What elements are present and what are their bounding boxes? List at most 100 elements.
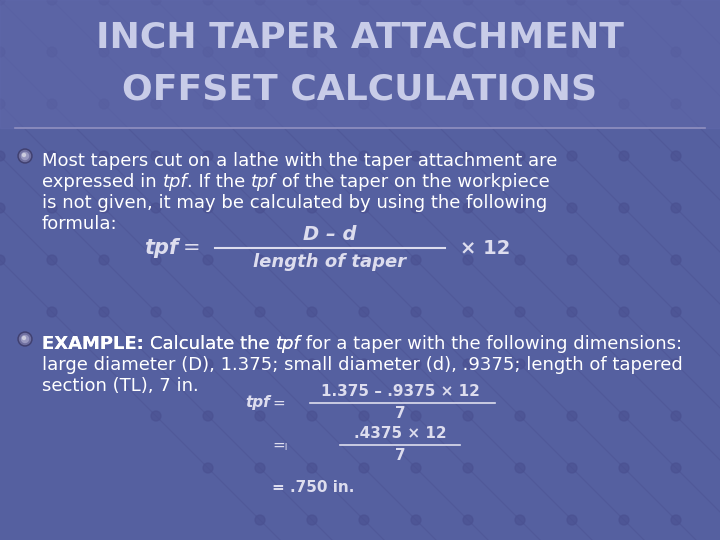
Circle shape [619, 203, 629, 213]
Text: = .750 in.: = .750 in. [272, 480, 354, 495]
Circle shape [19, 151, 30, 161]
Circle shape [567, 151, 577, 161]
Circle shape [515, 463, 525, 473]
Text: tpf: tpf [144, 238, 178, 258]
Circle shape [671, 307, 681, 317]
Text: =: = [183, 238, 201, 258]
Circle shape [203, 99, 213, 109]
Circle shape [47, 99, 57, 109]
Circle shape [307, 203, 317, 213]
Circle shape [203, 463, 213, 473]
Circle shape [619, 0, 629, 5]
Circle shape [567, 203, 577, 213]
Circle shape [359, 411, 369, 421]
Text: EXAMPLE:: EXAMPLE: [42, 335, 150, 353]
Circle shape [567, 515, 577, 525]
Circle shape [255, 0, 265, 5]
Circle shape [411, 411, 421, 421]
Circle shape [619, 359, 629, 369]
Circle shape [671, 411, 681, 421]
Text: formula:: formula: [42, 215, 117, 233]
Circle shape [671, 203, 681, 213]
Circle shape [411, 463, 421, 473]
Circle shape [47, 151, 57, 161]
Circle shape [515, 99, 525, 109]
Circle shape [515, 515, 525, 525]
Circle shape [515, 47, 525, 57]
Circle shape [307, 411, 317, 421]
Circle shape [307, 47, 317, 57]
Circle shape [151, 99, 161, 109]
Circle shape [22, 153, 25, 157]
Circle shape [255, 47, 265, 57]
Circle shape [515, 255, 525, 265]
Text: INCH TAPER ATTACHMENT: INCH TAPER ATTACHMENT [96, 21, 624, 55]
Circle shape [619, 515, 629, 525]
Circle shape [151, 0, 161, 5]
Circle shape [47, 307, 57, 317]
Circle shape [411, 203, 421, 213]
Circle shape [463, 0, 473, 5]
Circle shape [19, 334, 30, 345]
Circle shape [567, 0, 577, 5]
Circle shape [151, 203, 161, 213]
Circle shape [567, 255, 577, 265]
Circle shape [22, 152, 29, 159]
Circle shape [151, 411, 161, 421]
Circle shape [359, 463, 369, 473]
Circle shape [255, 411, 265, 421]
Text: for a taper with the following dimensions:: for a taper with the following dimension… [300, 335, 683, 353]
Circle shape [0, 255, 5, 265]
Circle shape [463, 359, 473, 369]
Circle shape [671, 255, 681, 265]
Text: of the taper on the workpiece: of the taper on the workpiece [276, 173, 549, 191]
Text: tpf: tpf [163, 173, 187, 191]
Circle shape [411, 359, 421, 369]
Circle shape [567, 47, 577, 57]
Circle shape [203, 411, 213, 421]
Circle shape [47, 0, 57, 5]
Circle shape [255, 515, 265, 525]
Circle shape [411, 307, 421, 317]
Circle shape [359, 203, 369, 213]
Circle shape [151, 255, 161, 265]
Circle shape [359, 255, 369, 265]
Circle shape [203, 307, 213, 317]
Text: expressed in: expressed in [42, 173, 163, 191]
Circle shape [515, 0, 525, 5]
Circle shape [619, 151, 629, 161]
Circle shape [619, 307, 629, 317]
Text: 7: 7 [395, 449, 405, 463]
Circle shape [463, 255, 473, 265]
Text: section (TL), 7 in.: section (TL), 7 in. [42, 377, 199, 395]
Circle shape [99, 255, 109, 265]
Circle shape [203, 47, 213, 57]
Circle shape [463, 515, 473, 525]
Circle shape [307, 255, 317, 265]
Circle shape [411, 0, 421, 5]
Circle shape [671, 47, 681, 57]
Circle shape [0, 151, 5, 161]
Circle shape [359, 307, 369, 317]
Circle shape [203, 255, 213, 265]
Circle shape [463, 151, 473, 161]
Bar [0, 0, 720, 128]
Circle shape [359, 0, 369, 5]
Text: tpf: tpf [275, 335, 300, 353]
Circle shape [619, 463, 629, 473]
Circle shape [47, 47, 57, 57]
Circle shape [151, 151, 161, 161]
Circle shape [567, 463, 577, 473]
Circle shape [99, 151, 109, 161]
Text: EXAMPLE:: EXAMPLE: [42, 335, 150, 353]
Text: tpf: tpf [275, 335, 300, 353]
Text: OFFSET CALCULATIONS: OFFSET CALCULATIONS [122, 73, 598, 107]
Text: is not given, it may be calculated by using the following: is not given, it may be calculated by us… [42, 194, 547, 212]
Text: tpf: tpf [246, 395, 270, 410]
Circle shape [463, 99, 473, 109]
Circle shape [411, 99, 421, 109]
Circle shape [0, 203, 5, 213]
Circle shape [99, 47, 109, 57]
Circle shape [463, 307, 473, 317]
Text: × 12: × 12 [460, 239, 510, 258]
